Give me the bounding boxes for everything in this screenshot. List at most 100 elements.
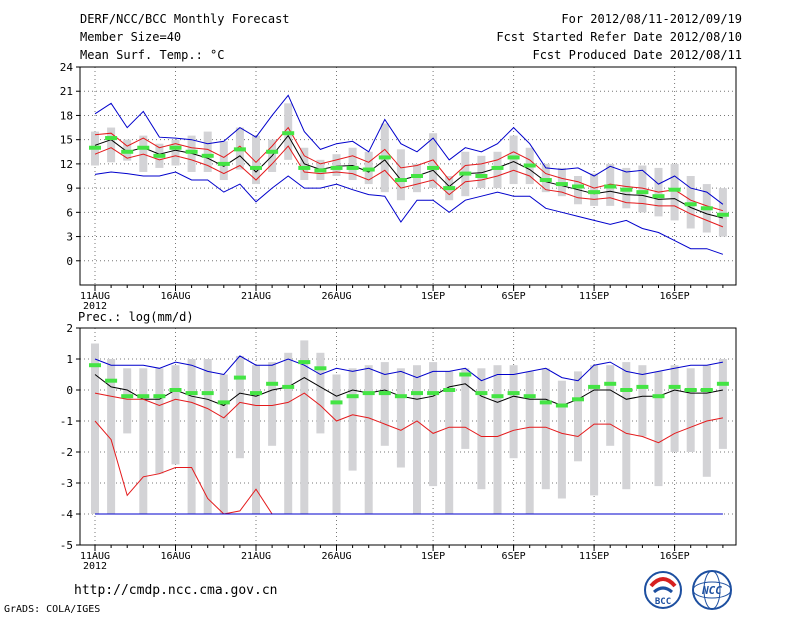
prec-median-marker xyxy=(105,378,118,383)
temp-median-marker xyxy=(588,190,601,195)
temp-median-marker xyxy=(346,165,359,170)
prec-xtick-label: 6SEP xyxy=(502,551,526,562)
temp-line-ensemble-max xyxy=(94,94,724,205)
temp-xtick-label: 11SEP xyxy=(579,291,609,302)
temp-xtick-year-label: 2012 xyxy=(83,301,107,312)
prec-spread-box xyxy=(413,365,421,514)
temp-plot-frame xyxy=(79,66,737,286)
temp-median-marker xyxy=(233,147,246,152)
temp-median-marker xyxy=(121,149,134,154)
temp-median-marker xyxy=(137,145,150,150)
grads-credit: GrADS: COLA/IGES xyxy=(4,604,101,615)
temp-xtick-label: 16SEP xyxy=(660,291,690,302)
prec-median-marker xyxy=(491,394,504,399)
prec-spread-box xyxy=(606,365,615,446)
prec-median-marker xyxy=(588,384,601,389)
temp-line-ensemble-mean xyxy=(94,134,724,219)
prec-ytick-label: 0 xyxy=(66,384,73,397)
temp-median-marker xyxy=(668,187,681,192)
prec-median-marker xyxy=(89,363,101,368)
prec-ytick-label: -3 xyxy=(60,477,73,490)
prec-ytick-label: -4 xyxy=(60,508,74,521)
prec-line-ensemble-max xyxy=(94,355,723,382)
temp-median-marker xyxy=(362,167,375,172)
prec-spread-box xyxy=(590,365,599,496)
prec-median-marker xyxy=(411,391,423,396)
temp-spread-box xyxy=(557,167,566,197)
prec-spread-box xyxy=(219,374,228,514)
prec-spread-box xyxy=(139,368,148,514)
temp-median-marker xyxy=(684,202,697,207)
prec-spread-box xyxy=(461,368,470,449)
prec-median-marker xyxy=(266,381,279,386)
prec-median-marker xyxy=(523,394,536,399)
temp-median-marker xyxy=(507,155,520,160)
prec-spread-box xyxy=(509,365,518,459)
prec-median-marker xyxy=(475,391,488,396)
prec-xtick-label: 16SEP xyxy=(660,551,690,562)
temp-median-marker xyxy=(314,168,327,173)
ncc-logo-icon: NCC xyxy=(692,570,732,610)
temp-ytick-label: 12 xyxy=(60,158,73,171)
source-url: http://cmdp.ncc.cma.gov.cn xyxy=(74,583,278,598)
prec-median-marker xyxy=(572,397,584,402)
prec-median-marker xyxy=(539,400,552,405)
prec-spread-box xyxy=(300,340,309,514)
temp-median-marker xyxy=(491,165,504,170)
prec-spread-box xyxy=(203,359,212,514)
temp-spread-box xyxy=(107,127,116,163)
prec-median-marker xyxy=(314,366,327,371)
prec-spread-box xyxy=(525,371,534,514)
prec-spread-box xyxy=(638,365,647,437)
prec-median-marker xyxy=(668,384,681,389)
temp-median-marker xyxy=(443,186,456,191)
temp-median-marker xyxy=(636,190,649,195)
prec-spread-box xyxy=(155,368,164,474)
temp-median-marker xyxy=(652,194,665,199)
start-date-label: Fcst Started Refer Date 2012/08/10 xyxy=(496,30,742,44)
prec-median-marker xyxy=(716,381,729,386)
prec-median-marker xyxy=(250,391,262,396)
prec-median-marker xyxy=(394,394,407,399)
prec-median-marker xyxy=(153,394,166,399)
prec-spread-box xyxy=(123,368,132,434)
temp-ytick-label: 9 xyxy=(66,182,73,195)
prec-spread-box xyxy=(332,374,341,514)
temp-median-marker xyxy=(459,171,472,176)
precip-panel-title: Prec.: log(mm/d) xyxy=(78,310,194,324)
temp-xtick-label: 16AUG xyxy=(160,291,190,302)
temp-spread-box xyxy=(686,176,695,229)
prec-ytick-label: -2 xyxy=(60,446,73,459)
prec-median-marker xyxy=(636,384,649,389)
temp-median-marker xyxy=(523,163,536,168)
prec-median-marker xyxy=(121,394,134,399)
prec-spread-box xyxy=(557,380,566,499)
prec-xtick-label: 21AUG xyxy=(241,551,271,562)
prec-xtick-label: 1SEP xyxy=(421,551,445,562)
temp-median-marker xyxy=(555,182,568,187)
prec-spread-box xyxy=(284,352,293,514)
prec-median-marker xyxy=(443,388,456,392)
prec-median-marker xyxy=(507,391,520,396)
prec-spread-box xyxy=(445,371,454,514)
temp-xtick-label: 6SEP xyxy=(502,291,526,302)
temp-xtick-label: 26AUG xyxy=(321,291,351,302)
prec-xtick-label: 11SEP xyxy=(579,551,609,562)
temp-spread-box xyxy=(332,154,341,176)
temp-xtick-label: 11AUG xyxy=(80,291,110,302)
temp-line-ensemble-min xyxy=(94,171,724,255)
temp-line-mean-std xyxy=(94,145,724,228)
prec-ytick-label: -1 xyxy=(60,415,73,428)
temp-spread-box xyxy=(396,149,405,201)
prec-spread-box xyxy=(718,359,727,449)
temp-median-marker xyxy=(604,184,617,189)
temp-median-marker xyxy=(330,165,343,170)
prec-spread-box xyxy=(91,343,99,514)
temp-median-marker xyxy=(201,153,214,158)
temp-spread-box xyxy=(252,135,260,185)
temp-median-marker xyxy=(620,187,633,192)
